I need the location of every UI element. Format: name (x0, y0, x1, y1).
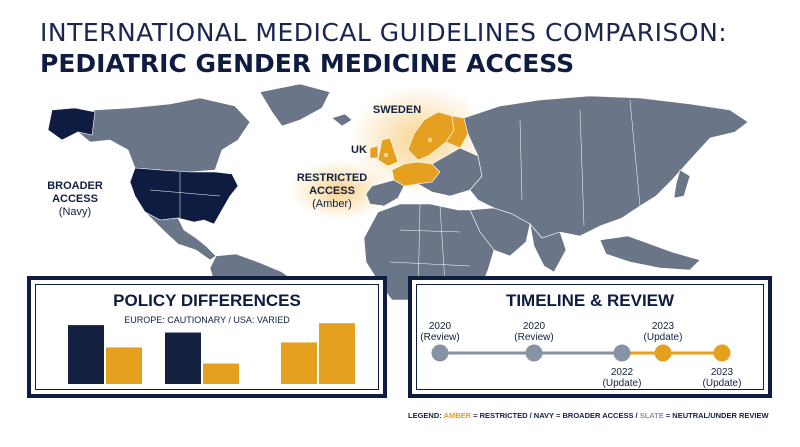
policy-bar-4 (203, 363, 239, 384)
timeline-panel-title: TIMELINE & REVIEW (505, 291, 675, 310)
timeline-node-3 (613, 344, 631, 362)
legend-slate: SLATE (639, 411, 664, 420)
uk-marker (383, 152, 389, 158)
restricted-access-label: RESTRICTED ACCESS (Amber) (296, 172, 368, 210)
ireland-shape (369, 145, 379, 159)
mexico-shape (144, 211, 217, 261)
policy-bar-2 (106, 347, 142, 384)
timeline-label-3: 2022 (Update) (592, 367, 652, 389)
page-title-line2: PEDIATRIC GENDER MEDICINE ACCESS (40, 49, 575, 78)
japan-shape (673, 169, 691, 199)
timeline-year-4: 2023 (651, 321, 675, 332)
sweden-label: SWEDEN (372, 104, 422, 116)
policy-panel-subtitle: EUROPE: CAUTIONARY / USA: VARIED (124, 315, 290, 325)
timeline-label-2: 2020 (Review) (504, 321, 564, 343)
timeline-node-2 (525, 344, 543, 362)
timeline-year-5: 2023 (710, 367, 734, 378)
page-title-line1: INTERNATIONAL MEDICAL GUIDELINES COMPARI… (40, 18, 728, 47)
timeline-label-4: 2023 (Update) (633, 321, 693, 343)
timeline-label-5: 2023 (Update) (692, 367, 752, 389)
timeline-node-4 (654, 344, 672, 362)
alaska-shape (47, 107, 96, 141)
uk-label: UK (351, 144, 367, 156)
usa-shape (129, 167, 239, 225)
se-asia-shape (599, 235, 701, 271)
timeline-note-2: (Review) (514, 332, 554, 343)
timeline-year-1: 2020 (428, 321, 452, 332)
timeline-label-1: 2020 (Review) (410, 321, 470, 343)
policy-bar-1 (68, 325, 104, 384)
timeline-line (431, 344, 731, 362)
iberia-shape (365, 179, 405, 207)
india-shape (529, 222, 567, 273)
uk-shape (377, 137, 399, 167)
policy-bar-6 (319, 323, 355, 384)
sweden-marker (427, 137, 433, 143)
timeline-node-5 (713, 344, 731, 362)
border-lines (149, 99, 641, 300)
legend-slate-text: = NEUTRAL/UNDER REVIEW (663, 411, 769, 420)
policy-bar-3 (165, 332, 201, 384)
timeline-note-5: (Update) (702, 378, 742, 389)
asia-shape (463, 95, 749, 239)
legend-prefix: LEGEND: (408, 411, 444, 420)
restricted-glow (290, 160, 390, 220)
legend-navy-text: = BROADER ACCESS / (553, 411, 640, 420)
legend-amber: AMBER (443, 411, 472, 420)
timeline-year-2: 2020 (522, 321, 546, 332)
canada-shape (74, 97, 251, 173)
legend-amber-text: = RESTRICTED / (471, 411, 534, 420)
timeline-node-1 (431, 344, 449, 362)
policy-bar-5 (281, 342, 317, 384)
timeline-note-3: (Update) (602, 378, 642, 389)
timeline-note-1: (Review) (420, 332, 460, 343)
legend: LEGEND: AMBER = RESTRICTED / NAVY = BROA… (408, 411, 769, 420)
timeline-panel: TIMELINE & REVIEW 2020 (Review) 2020 (Revie… (408, 276, 772, 398)
iceland-shape (331, 113, 353, 127)
eastern-europe-shape (417, 147, 483, 197)
world-map (47, 83, 749, 300)
policy-panel-inner-border (35, 284, 379, 390)
greenland-shape (259, 83, 331, 127)
legend-navy: NAVY (533, 411, 554, 420)
policy-bar-chart (68, 323, 355, 384)
policy-panel-title: POLICY DIFFERENCES (113, 291, 301, 310)
timeline-year-3: 2022 (610, 367, 634, 378)
broader-access-label: BROADER ACCESS (Navy) (47, 180, 103, 218)
timeline-area: 2020 (Review) 2020 (Review) 2022 (Update) 2023… (412, 280, 768, 394)
policy-differences-panel: POLICY DIFFERENCES EUROPE: CAUTIONARY / … (27, 276, 387, 398)
timeline-note-4: (Update) (643, 332, 683, 343)
timeline-panel-inner-border (416, 284, 764, 390)
